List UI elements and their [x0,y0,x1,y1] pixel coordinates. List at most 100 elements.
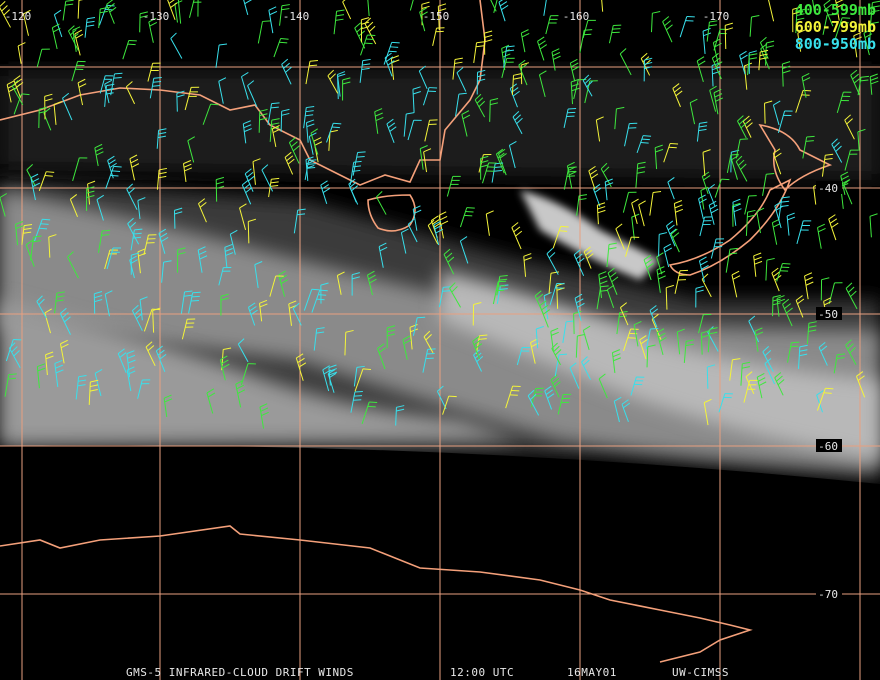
barb-tick [158,167,168,171]
barb-tick [260,407,269,412]
wind-barb [482,162,497,184]
barb-staff [278,274,286,297]
barb-tick [106,83,115,87]
wind-barb [311,289,328,313]
label-bg [816,181,842,194]
barb-staff [247,85,258,108]
barb-tick [342,77,351,81]
barb-staff [280,111,283,132]
barb-staff [711,65,714,87]
wind-barb [870,0,880,26]
barb-tick [292,145,300,152]
barb-tick [168,0,175,4]
wind-barb [845,339,857,365]
barb-tick [259,299,268,304]
barb-staff [180,291,186,314]
wind-barb [13,75,24,98]
barb-tick [732,358,741,361]
barb-staff [269,275,277,297]
barb-staff [646,346,649,368]
wind-barb [45,351,54,376]
wind-barb [698,256,709,282]
barb-staff [147,63,154,82]
barb-staff [797,346,801,369]
wind-barb [173,207,183,229]
barb-tick [585,249,593,256]
wind-barb [696,56,706,83]
barb-tick [286,155,294,162]
barb-tick [820,345,828,352]
wind-barb [823,0,834,27]
barb-staff [170,38,183,59]
barb-tick [434,224,443,230]
barb-tick [831,222,839,228]
wind-barb [424,119,438,142]
barb-tick [158,228,167,234]
barb-tick [192,291,201,294]
wind-barb [710,238,725,259]
barb-tick [538,40,546,46]
wind-barb [493,0,498,13]
barb-staff [241,76,249,100]
barb-staff [777,110,786,133]
barb-tick [23,231,32,234]
wind-barb [869,21,879,42]
wind-barb [724,22,734,49]
barb-tick [86,20,95,24]
barb-tick [184,167,193,172]
barb-tick [708,24,717,27]
wind-barb [184,86,200,111]
barb-tick [128,187,136,194]
barb-tick [672,83,680,89]
wind-barb [573,310,582,335]
barb-tick [329,73,336,80]
barb-staff [106,4,115,24]
barb-tick [42,218,51,221]
barb-staff [33,219,43,242]
barb-tick [30,173,39,179]
barb-staff [72,157,80,181]
barb-tick [248,302,256,308]
barb-staff [498,153,507,176]
barb-tick [183,294,192,297]
barb-tick [475,45,484,48]
barb-staff [127,223,140,245]
barb-staff [313,328,318,351]
barb-tick [461,110,470,115]
barb-staff [606,244,610,268]
barb-tick [619,48,627,55]
wind-barb [86,186,95,211]
barb-tick [62,92,70,99]
barb-tick [664,247,673,253]
barb-staff [442,395,450,415]
wind-barb [254,261,263,289]
barb-tick [412,86,421,90]
barb-tick [545,389,553,395]
barb-tick [573,310,582,315]
barb-staff [25,244,35,267]
barb-tick [367,270,375,276]
barb-tick [316,331,325,334]
wind-barb [98,229,111,253]
barb-staff [261,169,274,192]
barb-tick [578,194,588,197]
barb-staff [493,0,498,13]
barb-staff [707,188,716,207]
barb-tick [377,343,385,349]
wind-barb [616,311,628,335]
barb-staff [295,357,304,381]
wind-barb [512,111,523,135]
barb-tick [582,74,590,81]
wind-barb [636,135,652,154]
barb-tick [102,229,111,232]
barb-staff [139,299,143,321]
barb-tick [6,80,15,86]
barb-tick [840,171,849,177]
barb-tick [733,208,742,213]
wind-barb [683,339,695,363]
wind-barb [747,53,758,76]
wind-barb [760,43,770,70]
barb-tick [220,297,229,301]
barb-tick [130,158,139,164]
barb-tick [163,394,172,399]
